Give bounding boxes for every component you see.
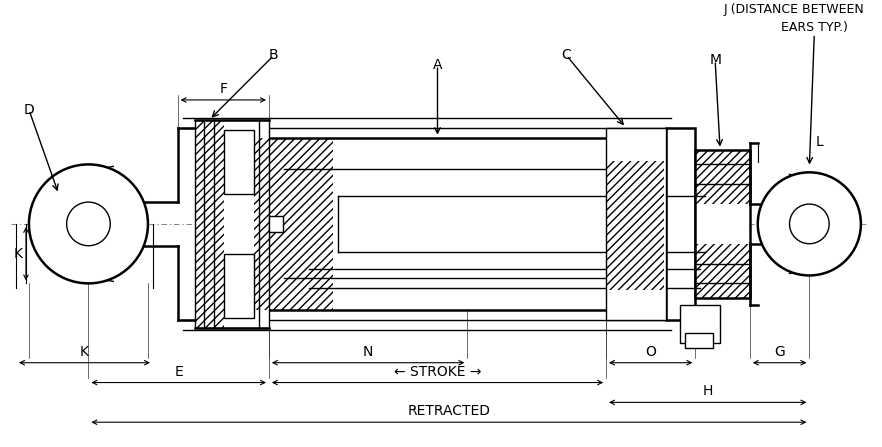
Text: D: D xyxy=(24,103,34,117)
Text: B: B xyxy=(269,48,279,62)
Bar xyxy=(685,333,714,348)
Bar xyxy=(606,161,663,291)
Text: EARS TYP.): EARS TYP.) xyxy=(781,21,848,34)
Bar xyxy=(606,128,666,320)
Bar xyxy=(695,150,750,204)
Bar xyxy=(254,138,666,310)
Text: C: C xyxy=(562,48,572,62)
Circle shape xyxy=(789,204,829,244)
Circle shape xyxy=(29,164,148,283)
Bar xyxy=(195,120,269,328)
Text: N: N xyxy=(363,345,373,359)
Bar xyxy=(254,138,333,310)
Circle shape xyxy=(758,173,861,275)
Bar xyxy=(269,216,283,232)
Bar xyxy=(224,253,254,318)
Text: F: F xyxy=(220,82,228,96)
Bar xyxy=(195,120,224,328)
Text: A: A xyxy=(433,58,442,72)
Text: E: E xyxy=(175,365,183,379)
Text: ← STROKE →: ← STROKE → xyxy=(393,365,482,379)
Text: J (DISTANCE BETWEEN: J (DISTANCE BETWEEN xyxy=(724,3,865,16)
Bar xyxy=(224,130,254,194)
Text: L: L xyxy=(815,135,823,148)
Text: H: H xyxy=(703,384,713,398)
Bar xyxy=(695,244,750,298)
Text: K: K xyxy=(14,247,23,261)
Text: O: O xyxy=(646,345,656,359)
Bar xyxy=(695,150,750,298)
Text: G: G xyxy=(774,345,785,359)
Bar xyxy=(666,128,695,320)
Circle shape xyxy=(67,202,110,246)
Text: RETRACTED: RETRACTED xyxy=(407,404,490,418)
Text: M: M xyxy=(709,53,721,67)
Bar xyxy=(680,305,720,343)
Text: K: K xyxy=(80,345,89,359)
